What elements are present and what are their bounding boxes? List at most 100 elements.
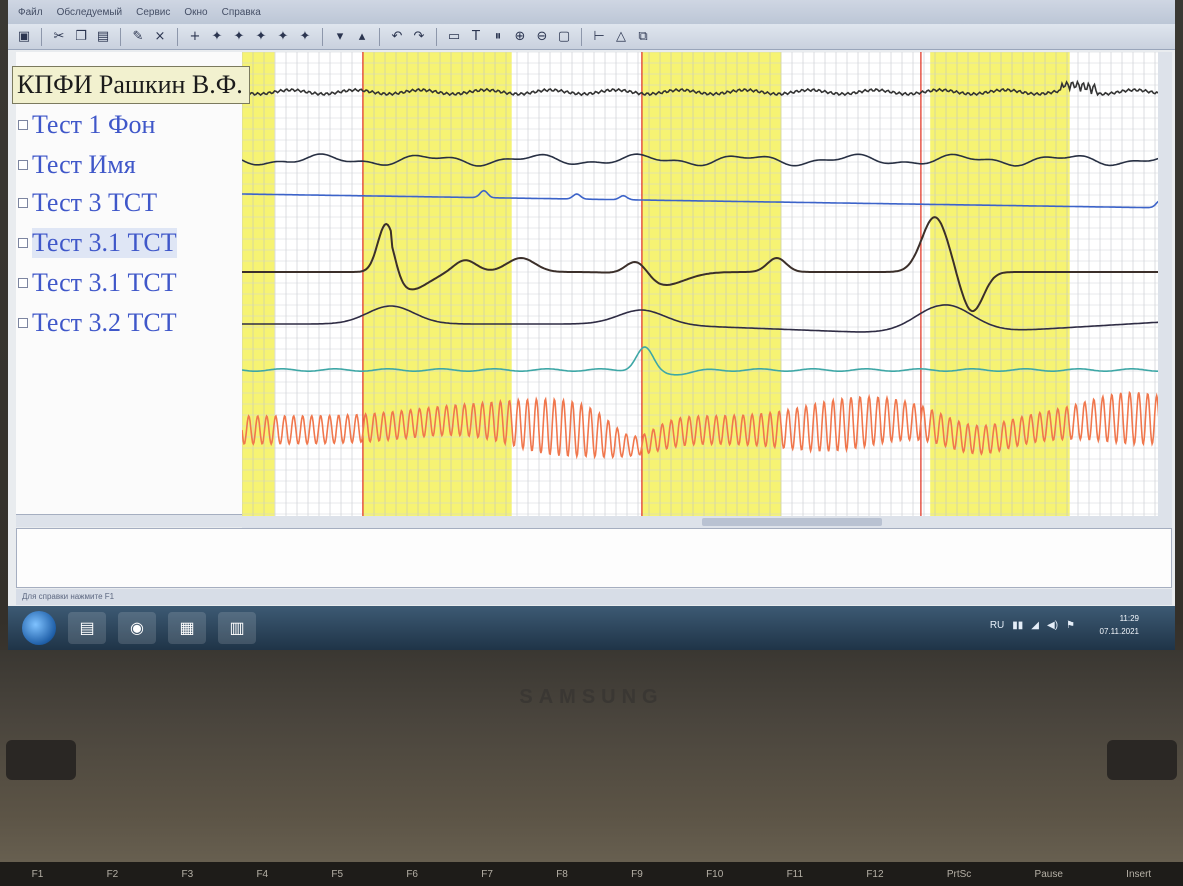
laptop-body: SAMSUNG F1 F2 F3 F4 F5 F6 F7 F8 F9 F10 F11 F12 PrtSc… bbox=[0, 650, 1183, 886]
marker-icon[interactable]: ✦ bbox=[277, 29, 289, 44]
chart-vertical-scrollbar[interactable] bbox=[1158, 52, 1172, 516]
pause-icon[interactable]: ⏸ bbox=[494, 29, 502, 44]
clock-time: 11:29 bbox=[1119, 614, 1139, 623]
key-f8: F8 bbox=[556, 868, 568, 880]
undo-icon[interactable]: ↶ bbox=[391, 29, 403, 44]
key-f3: F3 bbox=[181, 868, 194, 880]
cursor-icon[interactable]: ⊢ bbox=[593, 29, 605, 44]
test-label: Тест 1 Фон bbox=[32, 110, 156, 139]
subject-title: КПФИ Рашкин В.Ф. bbox=[12, 66, 250, 104]
notes-area[interactable] bbox=[16, 528, 1172, 588]
test-label: Тест 3.1 ТСТ bbox=[32, 268, 177, 297]
toolbar-separator bbox=[379, 27, 380, 46]
signal-icon[interactable]: ◢ bbox=[1031, 620, 1039, 631]
chrome-icon[interactable]: ◉ bbox=[118, 612, 156, 644]
hinge-left bbox=[6, 740, 76, 780]
expand-icon[interactable] bbox=[18, 198, 28, 208]
test-item[interactable]: Тест 3 ТСТ bbox=[18, 186, 157, 220]
monitor-screen: Файл Обследуемый Сервис Окно Справка ▣ ✂… bbox=[8, 0, 1175, 650]
start-button[interactable] bbox=[22, 611, 56, 645]
expand-icon[interactable] bbox=[18, 278, 28, 288]
key-f4: F4 bbox=[256, 868, 269, 880]
chart-horizontal-scrollbar[interactable] bbox=[242, 516, 1172, 528]
cut-icon[interactable]: ✂ bbox=[53, 29, 65, 44]
test-label: Тест 3 ТСТ bbox=[32, 188, 158, 217]
office-icon[interactable]: ▦ bbox=[168, 612, 206, 644]
paste-icon[interactable]: ▤ bbox=[96, 29, 110, 44]
series-line-3 bbox=[242, 216, 1172, 313]
menu-window[interactable]: Окно bbox=[184, 6, 208, 18]
menu-file[interactable]: Файл bbox=[18, 6, 43, 18]
marker-icon[interactable]: ✦ bbox=[233, 29, 245, 44]
expand-icon[interactable] bbox=[18, 120, 28, 130]
menu-service[interactable]: Сервис bbox=[136, 6, 171, 18]
explorer-icon[interactable]: ▤ bbox=[68, 612, 106, 644]
key-f9: F9 bbox=[631, 868, 643, 880]
test-label: Тест 3.2 ТСТ bbox=[32, 308, 177, 337]
expand-icon[interactable] bbox=[18, 160, 28, 170]
key-insert: Insert bbox=[1126, 868, 1152, 880]
alert-icon[interactable]: △ bbox=[616, 29, 626, 44]
highlight-band bbox=[242, 52, 275, 518]
menu-help[interactable]: Справка bbox=[221, 6, 261, 18]
toolbar-separator bbox=[322, 27, 323, 46]
toolbar-separator bbox=[120, 27, 121, 46]
toolbar-separator bbox=[436, 27, 437, 46]
test-item[interactable]: Тест 3.1 ТСТ bbox=[18, 266, 177, 300]
polygraph-app-icon[interactable]: ▥ bbox=[218, 612, 256, 644]
page-icon[interactable]: ▭ bbox=[447, 29, 461, 44]
toolbar-separator bbox=[581, 27, 582, 46]
key-f2: F2 bbox=[106, 868, 119, 880]
marker-icon[interactable]: ✦ bbox=[211, 29, 223, 44]
key-f11: F11 bbox=[786, 868, 804, 880]
series-line-0 bbox=[241, 79, 1173, 97]
close-icon[interactable]: × bbox=[154, 29, 166, 44]
fit-icon[interactable]: ▢ bbox=[557, 29, 571, 44]
series-line-6 bbox=[241, 390, 1173, 460]
test-item[interactable]: Тест 3.2 ТСТ bbox=[18, 306, 177, 340]
toolbar: ▣ ✂ ❐ ▤ ✎ × + ✦ ✦ ✦ ✦ ✦ ▾ ▴ ↶ ↷ ▭ T ⏸ ⊕ … bbox=[8, 24, 1175, 50]
key-prtsc: PrtSc bbox=[946, 868, 972, 880]
marker-icon[interactable]: ✦ bbox=[299, 29, 311, 44]
marker-icon[interactable]: ✦ bbox=[255, 29, 267, 44]
toolbar-separator bbox=[41, 27, 42, 46]
volume-icon[interactable]: ◀) bbox=[1047, 620, 1059, 631]
expand-icon[interactable] bbox=[18, 238, 28, 248]
redo-icon[interactable]: ↷ bbox=[413, 29, 425, 44]
polygram-svg bbox=[241, 51, 1173, 518]
status-bar: Для справки нажмите F1 bbox=[16, 589, 1172, 605]
text-icon[interactable]: T bbox=[472, 29, 480, 44]
menu-bar: Файл Обследуемый Сервис Окно Справка bbox=[8, 0, 1175, 24]
function-keys-row: F1 F2 F3 F4 F5 F6 F7 F8 F9 F10 F11 F12 PrtSc Pause Ins… bbox=[0, 862, 1183, 886]
menu-subject[interactable]: Обследуемый bbox=[56, 6, 123, 18]
test-item[interactable]: Тест 1 Фон bbox=[18, 108, 155, 142]
zoom-in-icon[interactable]: ⊕ bbox=[514, 29, 526, 44]
save-icon[interactable]: ▣ bbox=[17, 29, 31, 44]
clock[interactable]: 11:29 07.11.2021 bbox=[1100, 612, 1139, 638]
export-icon[interactable]: ⧉ bbox=[638, 29, 648, 44]
zoom-out-icon[interactable]: ⊖ bbox=[536, 29, 548, 44]
series-line-1 bbox=[241, 153, 1173, 167]
key-f6: F6 bbox=[406, 868, 418, 880]
test-list-panel bbox=[16, 52, 243, 514]
network-icon[interactable]: ▮▮ bbox=[1012, 620, 1024, 631]
test-label: Тест 3.1 ТСТ bbox=[32, 228, 177, 258]
polygram-chart[interactable] bbox=[241, 51, 1173, 524]
marker-down-icon[interactable]: ▾ bbox=[336, 29, 344, 44]
laptop-brand: SAMSUNG bbox=[519, 686, 664, 708]
pen-icon[interactable]: ✎ bbox=[132, 29, 144, 44]
test-item[interactable]: Тест Имя bbox=[18, 148, 136, 182]
language-indicator[interactable]: RU bbox=[989, 620, 1005, 631]
test-list-scrollbar[interactable] bbox=[16, 514, 242, 527]
test-item-selected[interactable]: Тест 3.1 ТСТ bbox=[18, 226, 177, 260]
flag-icon[interactable]: ⚑ bbox=[1066, 620, 1075, 631]
marker-up-icon[interactable]: ▴ bbox=[358, 29, 366, 44]
marker-plus-icon[interactable]: + bbox=[189, 29, 201, 44]
taskbar: ▤ ◉ ▦ ▥ RU ▮▮ ◢ ◀) ⚑ 11:29 07.11.2021 bbox=[8, 606, 1175, 650]
key-pause: Pause bbox=[1034, 868, 1063, 880]
copy-icon[interactable]: ❐ bbox=[75, 29, 87, 44]
expand-icon[interactable] bbox=[18, 318, 28, 328]
key-f5: F5 bbox=[331, 868, 344, 880]
scrollbar-thumb[interactable] bbox=[702, 518, 882, 526]
test-label: Тест Имя bbox=[32, 150, 136, 179]
